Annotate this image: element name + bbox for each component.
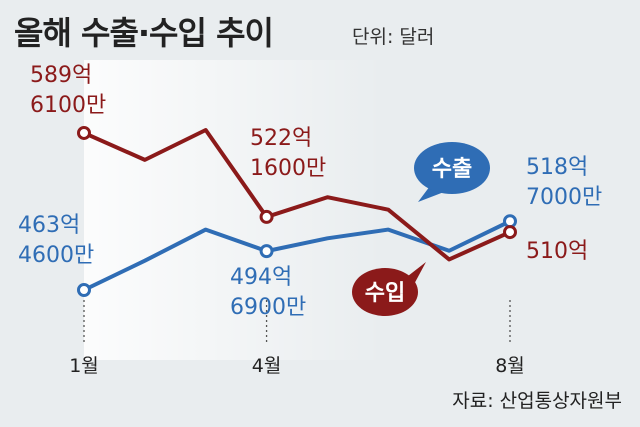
x-tick-label: 1월 bbox=[69, 355, 99, 377]
legend-label: 수출 bbox=[432, 157, 472, 182]
data-label: 518억 7000만 bbox=[526, 155, 602, 210]
data-point-marker bbox=[77, 283, 91, 297]
data-label: 522억 1600만 bbox=[250, 126, 326, 181]
data-label: 463억 4600만 bbox=[18, 213, 94, 268]
data-point-marker bbox=[259, 209, 274, 224]
data-point-marker bbox=[259, 244, 274, 259]
legend-bubble-export: 수출 bbox=[414, 142, 490, 202]
legend-label: 수입 bbox=[365, 281, 405, 306]
data-label: 510억 bbox=[526, 239, 588, 264]
unit-label: 단위: 달러 bbox=[352, 26, 435, 48]
data-label: 494억 6900만 bbox=[230, 265, 306, 320]
legend-bubble-import: 수입 bbox=[352, 262, 426, 316]
legend-bubble-shape bbox=[414, 142, 490, 194]
series-line-import bbox=[82, 128, 512, 262]
series-line-export bbox=[82, 219, 512, 292]
data-label: 589억 6100만 bbox=[30, 63, 106, 118]
x-tick-label: 8월 bbox=[495, 355, 525, 377]
legend-bubble-shape bbox=[352, 268, 418, 316]
data-point-marker bbox=[77, 125, 91, 140]
source-label: 자료: 산업통상자원부 bbox=[452, 390, 622, 412]
data-point-marker bbox=[503, 225, 517, 240]
plot-background bbox=[84, 60, 384, 360]
chart-title: 올해 수출·수입 추이 bbox=[14, 14, 274, 52]
x-tick-label: 4월 bbox=[252, 355, 282, 377]
